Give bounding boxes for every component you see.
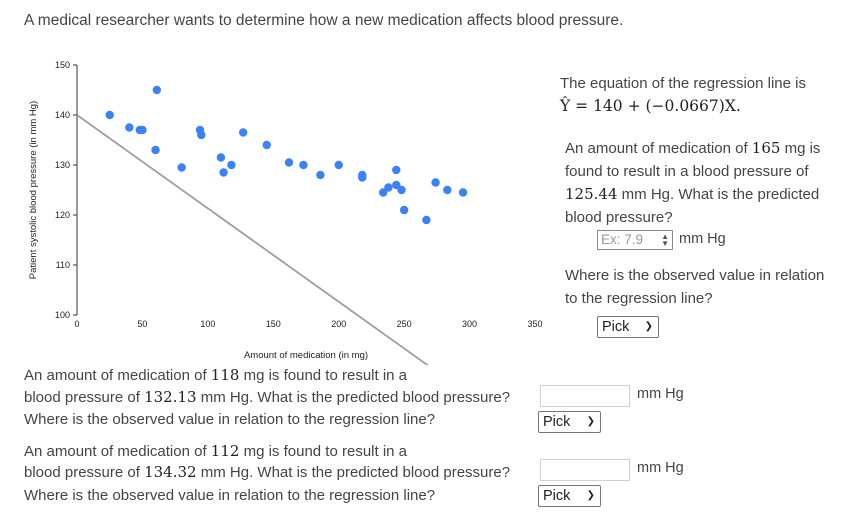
q3-select-value: Pick bbox=[543, 488, 571, 504]
q3-unit: mm Hg bbox=[637, 460, 684, 476]
x-tick-label: 100 bbox=[200, 319, 215, 329]
data-point bbox=[443, 185, 452, 195]
q2-bp: 132.13 bbox=[144, 388, 197, 406]
q1-unit: mm Hg bbox=[679, 231, 726, 247]
q2-relation-question: Where is the observed value in relation … bbox=[24, 411, 436, 428]
data-point bbox=[422, 215, 431, 225]
q2-text-pre: An amount of medication of bbox=[24, 367, 211, 384]
chevron-down-icon: ❯ bbox=[586, 416, 595, 427]
y-tick-label: 140 bbox=[55, 110, 70, 120]
data-point bbox=[197, 130, 206, 140]
q3-amount: 112 bbox=[210, 442, 240, 460]
q2-select-value: Pick bbox=[543, 414, 571, 430]
q3-relation-question: Where is the observed value in relation … bbox=[24, 487, 436, 504]
q2-line2: blood pressure of 132.13 mm Hg. What is … bbox=[24, 388, 510, 406]
q3-bp-pre: blood pressure of bbox=[24, 464, 145, 481]
data-point bbox=[392, 180, 401, 190]
q3-bp: 134.32 bbox=[144, 463, 197, 481]
data-point bbox=[262, 140, 271, 150]
x-axis-title: Amount of medication (in mg) bbox=[244, 350, 368, 361]
equation-block: The equation of the regression line is Ŷ… bbox=[560, 72, 860, 118]
data-point bbox=[219, 168, 228, 177]
q1-text-pre: An amount of medication of bbox=[565, 140, 752, 157]
q2-amount: 118 bbox=[210, 366, 240, 384]
data-point bbox=[238, 128, 248, 137]
q3-line1: An amount of medication of 112 mg is fou… bbox=[24, 442, 407, 460]
q1-predicted-input[interactable]: Ex: 7.9 ▲ ▼ bbox=[597, 230, 673, 250]
q1-relation-select[interactable]: Pick ❯ bbox=[597, 316, 659, 338]
x-tick-label: 250 bbox=[397, 319, 412, 329]
x-tick-label: 200 bbox=[331, 319, 346, 329]
y-tick-label: 130 bbox=[55, 160, 70, 170]
q2-bp-pre: blood pressure of bbox=[24, 389, 145, 406]
regression-equation: Ŷ = 140 + (−0.0667)X. bbox=[560, 97, 741, 115]
q1-text-mid: mg is found to result in a blood pressur… bbox=[565, 140, 821, 180]
x-tick-label: 300 bbox=[462, 319, 477, 329]
data-point bbox=[379, 188, 388, 197]
y-tick-label: 100 bbox=[55, 310, 70, 320]
data-point bbox=[397, 185, 406, 195]
data-point bbox=[299, 160, 308, 170]
data-point bbox=[392, 165, 401, 175]
q1-text-post: mm Hg. What is the predicted blood press… bbox=[565, 186, 820, 226]
data-point bbox=[334, 160, 343, 170]
data-point bbox=[177, 163, 186, 172]
q1-select-value: Pick bbox=[602, 319, 630, 335]
q2-bp-post: mm Hg. What is the predicted blood press… bbox=[196, 389, 511, 406]
x-tick-label: 0 bbox=[74, 319, 79, 329]
spinner-arrows-icon[interactable]: ▲ ▼ bbox=[661, 232, 669, 248]
data-point bbox=[216, 153, 226, 162]
data-point bbox=[316, 170, 325, 180]
data-point bbox=[358, 173, 367, 182]
regression-line bbox=[76, 114, 429, 365]
data-point bbox=[105, 110, 114, 120]
q3-bp-post: mm Hg. What is the predicted blood press… bbox=[196, 464, 511, 481]
equation-intro: The equation of the regression line is bbox=[560, 75, 806, 92]
chevron-down-icon: ❯ bbox=[586, 490, 595, 501]
data-point bbox=[458, 188, 468, 197]
q2-relation-select[interactable]: Pick ❯ bbox=[538, 411, 601, 433]
data-point bbox=[384, 183, 393, 192]
y-tick-label: 150 bbox=[55, 60, 70, 70]
q1-relation-question: Where is the observed value in relation … bbox=[565, 267, 825, 307]
q2-text-post: mg is found to result in a bbox=[239, 367, 408, 384]
q1-question: An amount of medication of 165 mg is fou… bbox=[565, 137, 835, 229]
q2-unit: mm Hg bbox=[637, 386, 684, 402]
q3-line2: blood pressure of 134.32 mm Hg. What is … bbox=[24, 463, 510, 481]
data-point bbox=[152, 85, 162, 95]
data-point bbox=[138, 125, 147, 135]
q3-predicted-input[interactable] bbox=[540, 459, 630, 481]
y-tick-label: 110 bbox=[56, 260, 70, 270]
x-tick-label: 150 bbox=[266, 319, 281, 329]
x-tick-label: 350 bbox=[527, 319, 542, 329]
intro-text: A medical researcher wants to determine … bbox=[24, 12, 624, 29]
q1-amount: 165 bbox=[751, 139, 781, 157]
q3-text-post: mg is found to result in a bbox=[239, 443, 408, 460]
y-axis-title: Patient systolic blood pressure (in mm H… bbox=[28, 101, 39, 279]
data-point bbox=[431, 178, 440, 187]
q2-predicted-input[interactable] bbox=[540, 385, 630, 407]
chart-root: 100 110 120 130 140 150 0 50 100 150 200 250 300 350 A… bbox=[28, 60, 543, 365]
y-tick-label: 120 bbox=[55, 210, 70, 220]
data-point bbox=[284, 158, 294, 167]
q1-input-placeholder: Ex: 7.9 bbox=[601, 232, 644, 247]
q3-relation-select[interactable]: Pick ❯ bbox=[538, 485, 601, 507]
q1-bp: 125.44 bbox=[565, 185, 618, 203]
x-tick-label: 50 bbox=[137, 319, 147, 329]
scatter-chart: 100 110 120 130 140 150 0 50 100 150 200 250 300 350 A… bbox=[28, 60, 543, 365]
data-point bbox=[125, 123, 134, 132]
q2-line1: An amount of medication of 118 mg is fou… bbox=[24, 366, 407, 384]
chevron-down-icon: ❯ bbox=[644, 321, 653, 332]
data-point bbox=[151, 145, 160, 155]
q3-text-pre: An amount of medication of bbox=[24, 443, 211, 460]
data-point bbox=[399, 205, 409, 215]
data-point bbox=[227, 160, 236, 170]
